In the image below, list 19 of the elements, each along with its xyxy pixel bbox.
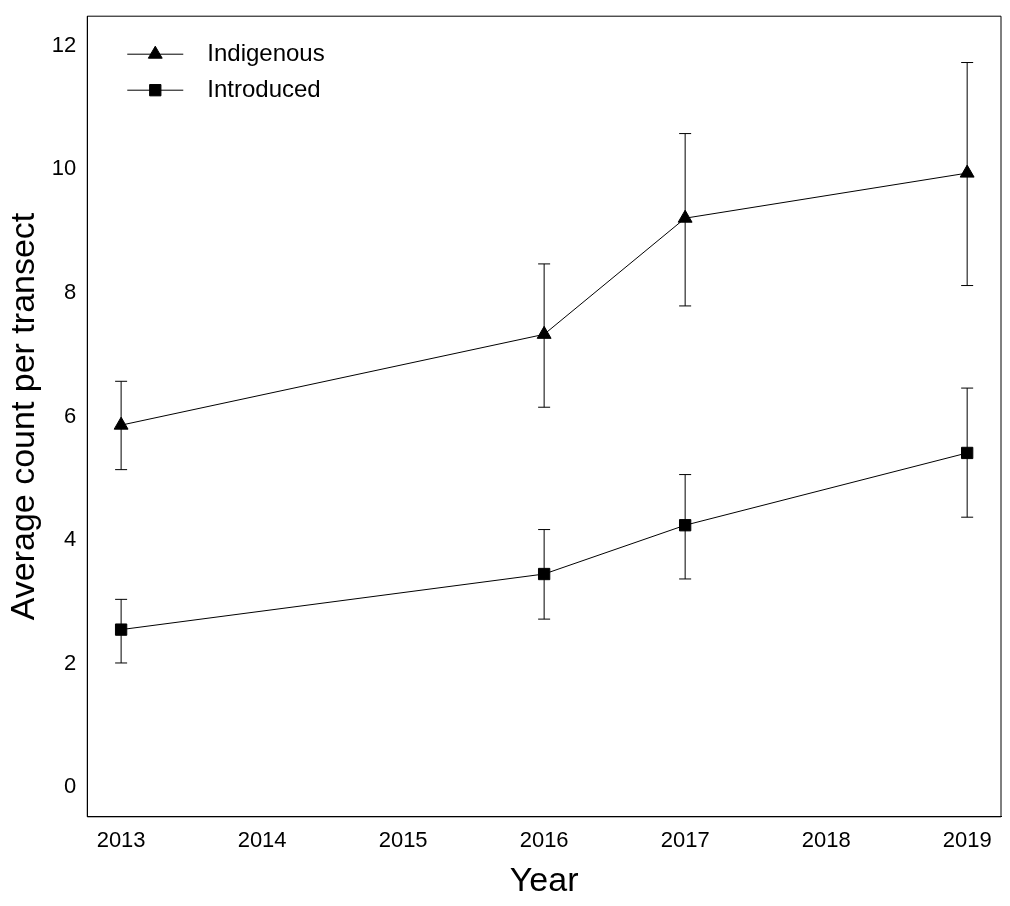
- y-tick-label: 2: [64, 649, 77, 675]
- y-tick-label: 4: [64, 526, 77, 552]
- x-tick-label: 2015: [378, 827, 428, 853]
- legend-label: Introduced: [207, 74, 321, 102]
- x-tick-label: 2017: [660, 827, 710, 853]
- legend-label: Indigenous: [207, 38, 325, 66]
- y-tick-label: 12: [51, 31, 77, 57]
- x-tick-label: 2013: [96, 827, 146, 853]
- y-tick-label: 6: [64, 402, 77, 428]
- x-tick-label: 2018: [801, 827, 851, 853]
- y-tick-label: 8: [64, 279, 77, 305]
- x-tick-label: 2016: [519, 827, 569, 853]
- x-axis-title: Year: [509, 859, 579, 898]
- y-axis-title: Average count per transect: [2, 212, 41, 621]
- y-tick-label: 0: [64, 773, 77, 799]
- x-tick-label: 2014: [237, 827, 287, 853]
- y-tick-label: 10: [51, 155, 77, 181]
- x-tick-label: 2019: [942, 827, 992, 853]
- point: [959, 164, 975, 178]
